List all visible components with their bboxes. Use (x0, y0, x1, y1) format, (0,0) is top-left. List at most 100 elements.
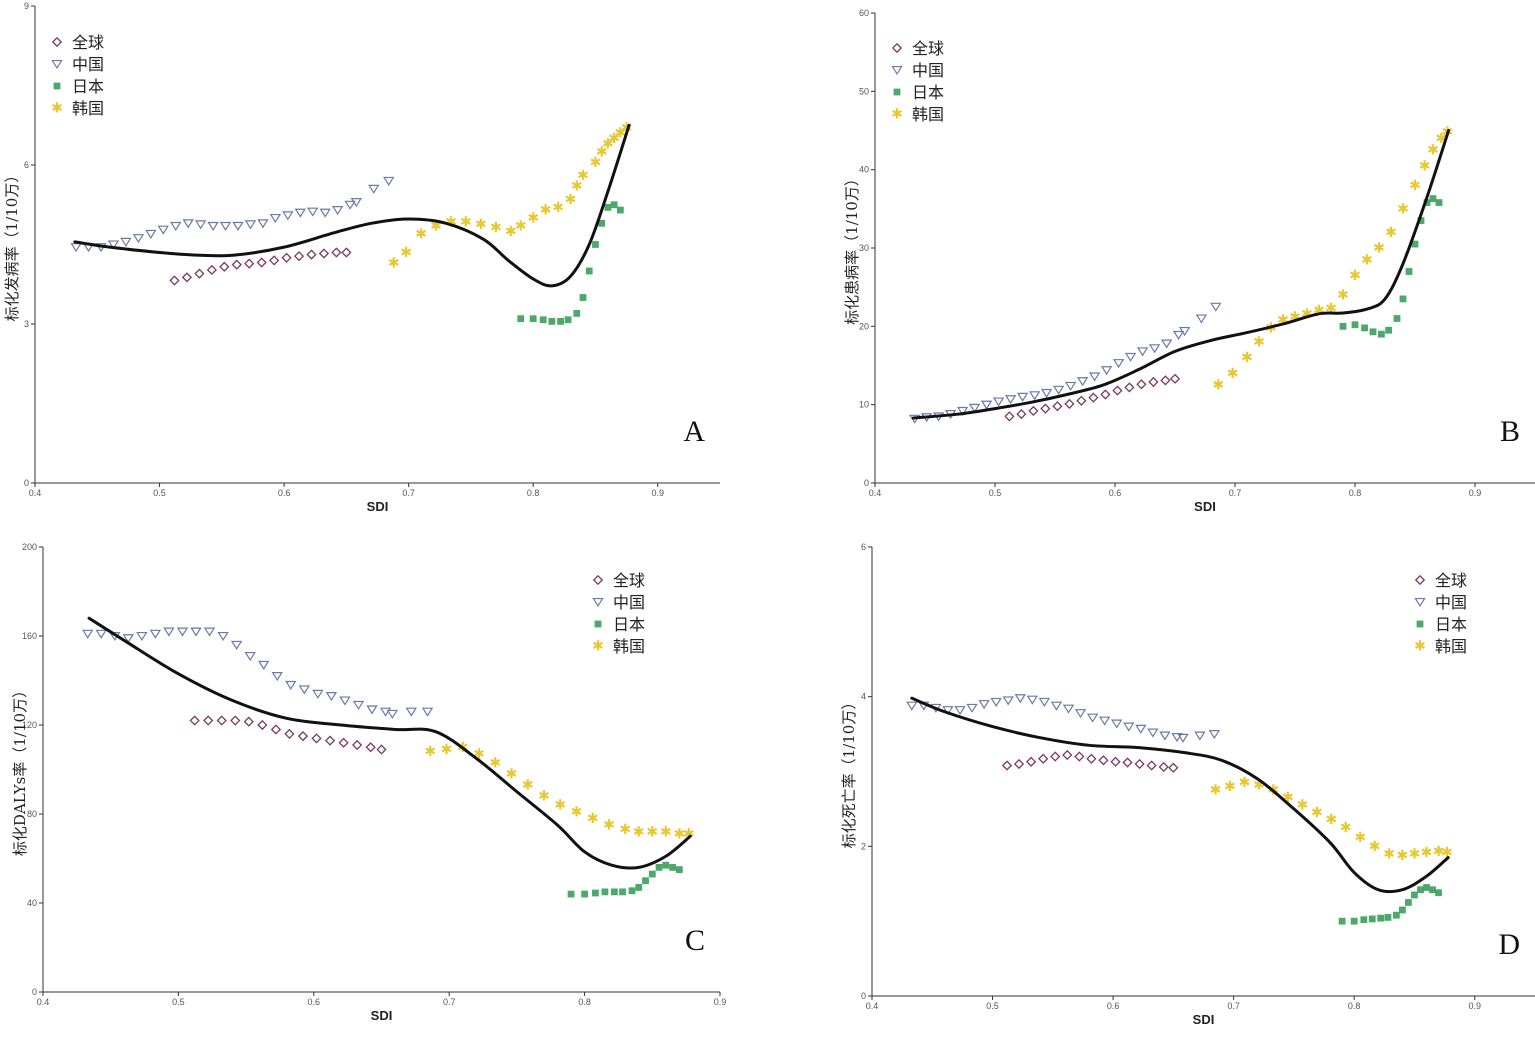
y-tick-label: 60 (859, 8, 869, 18)
point-china (1014, 694, 1026, 704)
point-korea: ✱ (1354, 830, 1366, 846)
panel-label: A (683, 415, 705, 448)
point-global (1074, 751, 1085, 762)
legend-marker-global (1414, 574, 1426, 586)
point-japan (610, 201, 618, 209)
series-japan (1339, 195, 1443, 338)
point-korea: ✱ (1433, 844, 1445, 860)
point-korea: ✱ (1210, 783, 1222, 799)
panel-label: B (1500, 415, 1520, 448)
legend-marker-global (592, 574, 604, 586)
point-china (1004, 395, 1017, 405)
point-global (219, 261, 230, 272)
point-china (163, 627, 175, 637)
x-tick-label: 0.8 (578, 997, 591, 1007)
y-tick-label: 0 (32, 987, 37, 997)
point-korea: ✱ (1397, 848, 1409, 864)
y-tick-label: 6 (861, 542, 866, 552)
point-japan (585, 267, 593, 275)
point-korea: ✱ (415, 226, 427, 242)
x-tick-label: 0.9 (1468, 1001, 1481, 1011)
x-tick-label: 0.4 (866, 1001, 879, 1011)
legend-label-global: 全球 (912, 39, 944, 58)
point-korea: ✱ (445, 215, 457, 231)
point-korea: ✱ (1361, 252, 1373, 268)
point-japan (1411, 240, 1419, 248)
point-korea: ✱ (424, 744, 436, 760)
point-china (1098, 716, 1111, 726)
point-china (379, 707, 392, 717)
point-global (244, 258, 255, 269)
point-korea: ✱ (602, 136, 614, 152)
point-global (256, 257, 267, 268)
point-china (258, 660, 270, 670)
point-china (122, 634, 134, 644)
legend-label-global: 全球 (72, 33, 104, 52)
point-china (992, 397, 1005, 407)
series-china (70, 176, 395, 253)
point-global (257, 719, 268, 731)
point-china (244, 220, 257, 230)
point-global (181, 272, 193, 283)
point-japan (662, 861, 670, 869)
series-japan (1338, 884, 1442, 925)
point-china (1123, 722, 1135, 732)
point-japan (610, 888, 618, 896)
point-japan (1377, 914, 1385, 922)
legend-label-korea: 韩国 (1435, 637, 1467, 656)
x-tick-label: 0.6 (1107, 1001, 1120, 1011)
y-tick-label: 50 (859, 86, 869, 96)
point-global (293, 251, 305, 262)
point-china (170, 221, 182, 231)
y-tick-label: 10 (859, 400, 869, 410)
point-korea: ✱ (1277, 313, 1289, 329)
point-global (376, 744, 387, 755)
y-tick-label: 4 (861, 692, 866, 702)
x-tick-label: 0.4 (869, 488, 882, 498)
point-korea: ✱ (1349, 268, 1361, 284)
point-china (232, 221, 244, 231)
x-tick-label: 0.6 (278, 488, 291, 498)
y-tick-label: 160 (22, 631, 37, 641)
point-global (270, 724, 282, 735)
point-global (324, 735, 336, 746)
point-japan (1392, 911, 1400, 919)
point-global (1110, 756, 1121, 767)
x-tick-label: 0.5 (986, 1001, 999, 1011)
point-global (243, 716, 254, 727)
point-china (298, 685, 311, 695)
legend-marker-china (51, 59, 63, 70)
point-global (194, 268, 205, 279)
legend-marker-china (592, 597, 604, 608)
point-korea: ✱ (571, 179, 583, 195)
series-korea: ✱✱✱✱✱ ✱ ✱ ✱ ✱ ✱✱✱✱✱✱✱✱✱✱✱✱ (1212, 125, 1453, 394)
legend-label-china: 中国 (1435, 593, 1467, 612)
point-global (216, 715, 227, 726)
point-china (1050, 701, 1063, 711)
y-tick-label: 6 (24, 160, 29, 170)
y-axis-label: 标化死亡率（1/10万） (840, 695, 858, 849)
point-china (383, 176, 395, 186)
point-china (990, 697, 1002, 707)
point-japan (1378, 330, 1385, 338)
fit-line (911, 129, 1451, 420)
point-japan (1369, 328, 1377, 336)
point-china (1112, 359, 1125, 369)
point-japan (579, 294, 587, 301)
point-china (966, 703, 978, 713)
point-global (311, 733, 322, 744)
point-china (285, 680, 297, 690)
point-korea: ✱ (571, 804, 583, 820)
point-global (1026, 756, 1037, 767)
point-global (1004, 411, 1015, 422)
point-china (219, 221, 232, 231)
point-japan (581, 890, 588, 898)
point-korea: ✱ (1289, 309, 1301, 325)
point-japan (1429, 195, 1437, 203)
legend-marker-global (51, 36, 63, 48)
legend-label-japan: 日本 (1435, 615, 1467, 634)
point-china (331, 206, 344, 216)
